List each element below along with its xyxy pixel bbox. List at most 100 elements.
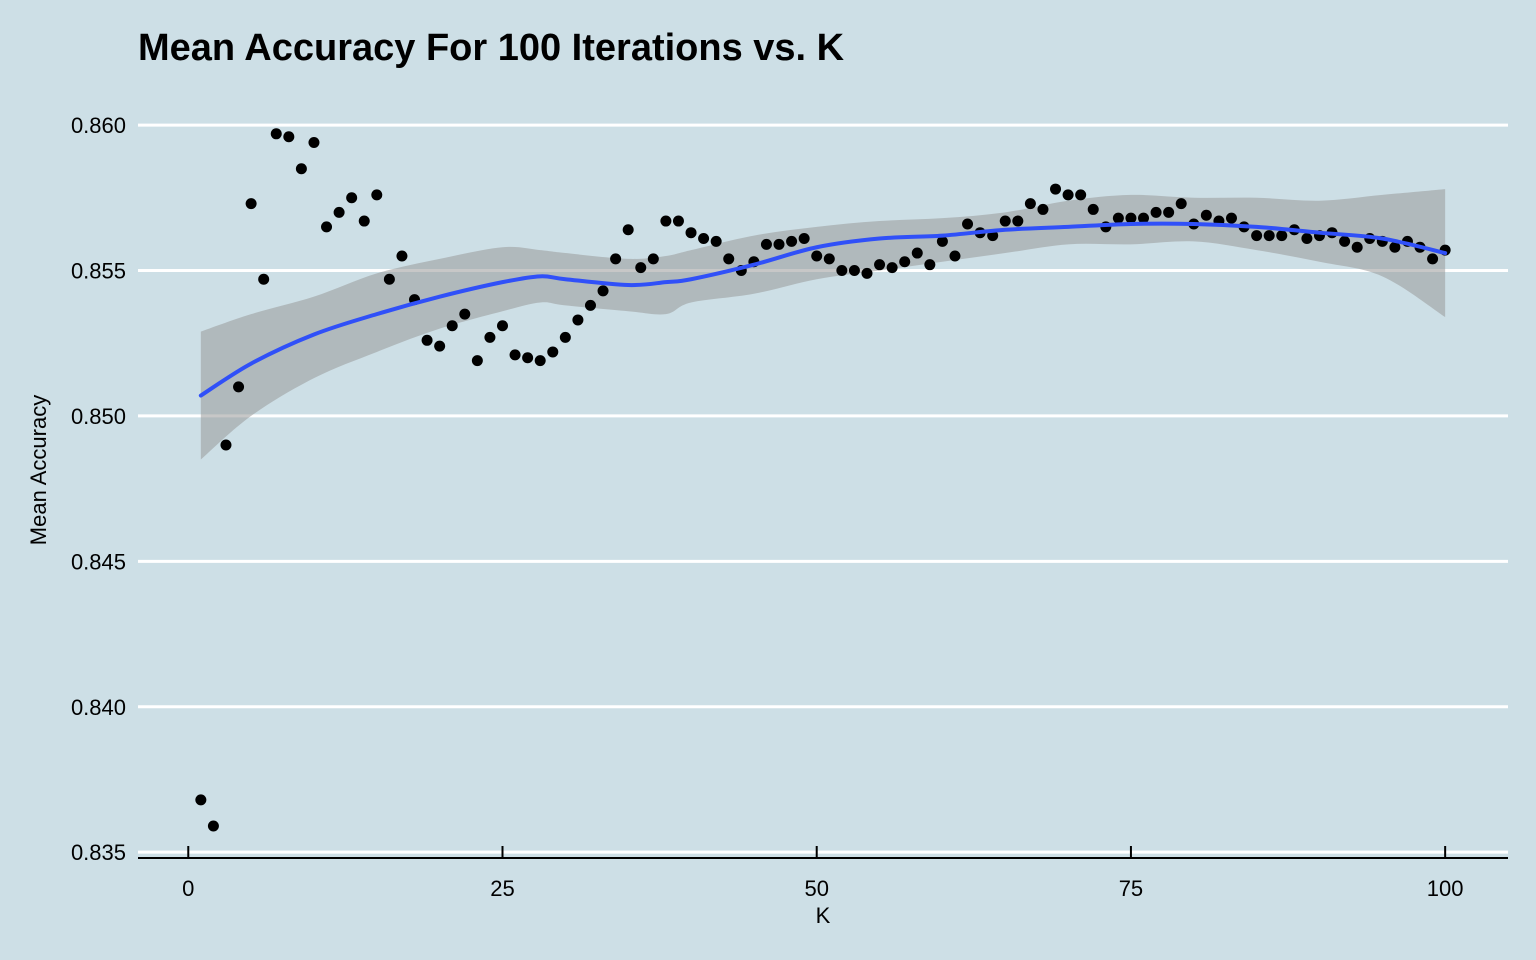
data-point [1389, 241, 1401, 253]
data-point [861, 267, 873, 279]
data-point [522, 352, 534, 364]
data-point [1351, 241, 1363, 253]
data-point [496, 320, 508, 332]
data-point [1276, 230, 1288, 242]
data-point [1012, 215, 1024, 227]
data-point [848, 265, 860, 277]
data-point [1125, 212, 1137, 224]
data-point [371, 189, 383, 201]
data-point [886, 262, 898, 274]
data-point [258, 273, 270, 285]
confidence-band [200, 189, 1446, 460]
x-tick-label: 100 [1427, 876, 1464, 901]
data-point [195, 794, 207, 806]
data-point [610, 253, 622, 265]
data-point [421, 334, 433, 346]
x-axis-title: K [816, 903, 831, 928]
data-point [547, 346, 559, 358]
data-point [559, 331, 571, 343]
data-point [685, 227, 697, 239]
data-point [1301, 233, 1313, 245]
data-point [1062, 189, 1074, 201]
data-point [484, 331, 496, 343]
data-point [220, 439, 232, 451]
data-point [295, 163, 307, 175]
data-point [396, 250, 408, 262]
data-point [1251, 230, 1263, 242]
data-point [1163, 206, 1175, 218]
x-tick-label: 25 [490, 876, 514, 901]
data-point [346, 192, 358, 204]
data-point [321, 221, 333, 233]
data-point [1024, 198, 1036, 210]
data-point [283, 131, 295, 143]
y-axis-title: Mean Accuracy [26, 395, 51, 545]
data-point [936, 235, 948, 247]
data-point [1138, 212, 1150, 224]
data-point [647, 253, 659, 265]
y-tick-label: 0.840 [71, 695, 126, 720]
data-point [358, 215, 370, 227]
data-point [836, 265, 848, 277]
data-point [270, 128, 282, 140]
data-point [434, 340, 446, 352]
data-point [798, 233, 810, 245]
data-point [446, 320, 458, 332]
y-tick-label: 0.835 [71, 840, 126, 865]
chart-title: Mean Accuracy For 100 Iterations vs. K [138, 27, 845, 69]
data-point [823, 253, 835, 265]
data-point [1427, 253, 1439, 265]
data-point [1263, 230, 1275, 242]
data-point [1075, 189, 1087, 201]
data-point [1175, 198, 1187, 210]
data-point [1112, 212, 1124, 224]
data-point [786, 235, 798, 247]
data-point [245, 198, 257, 210]
data-point [723, 253, 735, 265]
data-point [509, 349, 521, 361]
data-point [1050, 183, 1062, 195]
data-point [710, 235, 722, 247]
smooth-trend-line [198, 221, 1448, 398]
data-point [924, 259, 936, 271]
data-point [949, 250, 961, 262]
data-point [471, 355, 483, 367]
data-point [597, 285, 609, 297]
data-point [811, 250, 823, 262]
data-point [1087, 203, 1099, 215]
smooth-line-layer [198, 221, 1448, 398]
data-point [911, 247, 923, 259]
x-tick-label: 0 [182, 876, 194, 901]
y-tick-label: 0.850 [71, 404, 126, 429]
data-point [233, 381, 245, 393]
y-tick-label: 0.860 [71, 113, 126, 138]
data-point [383, 273, 395, 285]
x-tick-label: 50 [804, 876, 828, 901]
data-point [333, 206, 345, 218]
data-point [1037, 203, 1049, 215]
data-point [1200, 209, 1212, 221]
data-point [534, 355, 546, 367]
y-tick-label: 0.855 [71, 259, 126, 284]
data-point [572, 314, 584, 326]
data-point [1225, 212, 1237, 224]
data-point [1150, 206, 1162, 218]
data-point [999, 215, 1011, 227]
data-point [207, 820, 219, 832]
data-point [660, 215, 672, 227]
data-point [308, 137, 320, 149]
data-point [899, 256, 911, 268]
data-point [698, 233, 710, 245]
x-tick-label: 75 [1119, 876, 1143, 901]
data-point [635, 262, 647, 274]
data-point [773, 238, 785, 250]
data-point [672, 215, 684, 227]
data-point [962, 218, 974, 230]
data-point [622, 224, 634, 236]
y-tick-label: 0.845 [71, 549, 126, 574]
data-point [1339, 235, 1351, 247]
confidence-band-layer [200, 189, 1446, 460]
data-point [874, 259, 886, 271]
